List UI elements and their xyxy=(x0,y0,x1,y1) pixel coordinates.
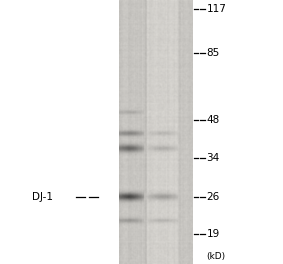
Text: 117: 117 xyxy=(207,4,226,14)
Text: 48: 48 xyxy=(207,115,220,125)
Text: (kD): (kD) xyxy=(207,252,226,261)
Text: 26: 26 xyxy=(207,192,220,202)
Text: 34: 34 xyxy=(207,153,220,163)
Text: 85: 85 xyxy=(207,48,220,58)
Text: 19: 19 xyxy=(207,229,220,239)
Text: DJ-1: DJ-1 xyxy=(32,192,53,202)
